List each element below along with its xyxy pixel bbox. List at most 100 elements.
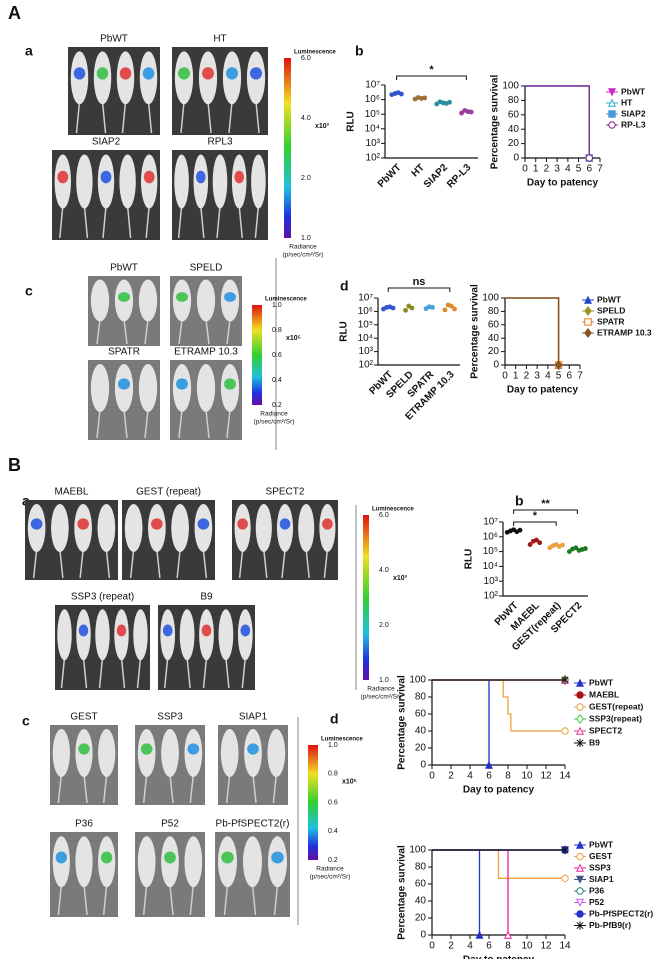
colorbar-tick: 1.0 <box>301 235 311 242</box>
colorbar-tick: 1.0 <box>272 302 282 309</box>
colorbar-tick: 1.0 <box>328 742 338 749</box>
significance-bracket <box>513 521 557 526</box>
colorbar-tick: 0.8 <box>328 771 338 778</box>
mouse <box>298 504 315 552</box>
image-label: P52 <box>161 819 179 830</box>
tail <box>177 205 183 239</box>
y-tick-label: 40 <box>415 726 427 737</box>
x-tick-label: 4 <box>565 164 571 175</box>
mouse <box>75 836 93 888</box>
tail <box>142 884 148 916</box>
tail <box>102 774 108 804</box>
data-point <box>582 546 588 551</box>
x-tick-label: 1 <box>513 371 519 382</box>
tail <box>205 409 210 439</box>
tail <box>202 549 208 579</box>
marker <box>583 295 593 304</box>
mouse <box>98 729 116 777</box>
colorbar-title: Luminescence <box>321 737 363 743</box>
data-point <box>573 545 579 551</box>
signal <box>196 170 206 184</box>
panel-label: b <box>515 493 524 509</box>
colorbar-tick: 6.0 <box>301 55 311 62</box>
tail <box>305 549 310 579</box>
signal <box>142 67 155 80</box>
x-tick-label: 1 <box>533 164 539 175</box>
y-axis-label: Percentage survival <box>397 675 408 770</box>
tail <box>189 884 195 916</box>
legend-label: GEST(repeat) <box>589 701 643 711</box>
x-axis-label: Day to patency <box>463 955 535 959</box>
tail <box>147 101 153 134</box>
y-tick-label: 10² <box>359 360 374 371</box>
data-point <box>560 542 565 548</box>
y-tick-label: 10⁵ <box>358 319 373 330</box>
tail <box>102 884 108 916</box>
signal <box>226 67 238 80</box>
y-axis-label: Percentage survival <box>397 845 408 940</box>
tail <box>178 319 183 345</box>
marker <box>484 760 494 769</box>
x-tick-label: HT <box>410 162 427 179</box>
mouse <box>124 504 143 552</box>
colorbar-tick: 1.0 <box>379 677 389 684</box>
tail <box>273 884 279 916</box>
mouse <box>51 504 69 552</box>
marker <box>576 910 584 918</box>
signal <box>55 851 67 864</box>
signal <box>119 67 132 80</box>
axis <box>384 85 478 159</box>
marker <box>576 738 584 748</box>
tail <box>226 409 231 439</box>
y-axis-label: RLU <box>339 321 350 342</box>
tail <box>144 319 149 345</box>
mouse <box>179 609 195 661</box>
tail <box>238 549 244 579</box>
panel-label: d <box>340 278 349 294</box>
significance-label: ns <box>413 276 426 288</box>
panel-label: c <box>25 283 33 299</box>
tail <box>178 409 183 439</box>
image-label: PbWT <box>110 263 138 274</box>
marker <box>503 930 513 939</box>
signal <box>162 624 173 637</box>
tail <box>121 101 127 134</box>
tail <box>255 101 260 134</box>
signal <box>224 292 236 302</box>
tail <box>281 549 286 579</box>
panel-label: B <box>8 455 21 475</box>
image-label: SSP3 <box>157 712 183 723</box>
tail <box>83 205 89 239</box>
data-point <box>527 542 533 547</box>
significance-bracket <box>387 287 451 292</box>
marker <box>576 703 584 711</box>
mouse <box>137 836 156 888</box>
tail <box>169 774 174 804</box>
signal <box>101 851 113 864</box>
colorbar-unit: Radiance <box>260 411 288 418</box>
tail <box>101 101 107 134</box>
tail <box>102 205 107 239</box>
signal <box>224 378 236 390</box>
tail <box>57 774 63 804</box>
y-tick-label: 20 <box>508 138 520 149</box>
mouse <box>138 364 158 412</box>
y-tick-label: 100 <box>482 293 499 304</box>
mouse <box>243 836 262 888</box>
marker <box>576 713 584 725</box>
survival-line <box>432 679 490 765</box>
colorbar-tick: 4.0 <box>301 115 311 122</box>
image-label: MAEBL <box>55 487 89 498</box>
x-tick-label: 6 <box>567 371 573 382</box>
y-tick-label: 10³ <box>366 138 381 149</box>
tail <box>96 319 101 345</box>
tail <box>105 549 111 579</box>
y-tick-label: 10³ <box>359 346 374 357</box>
marker <box>561 874 569 883</box>
legend-label: HT <box>621 97 633 107</box>
mouse <box>212 154 228 209</box>
data-point <box>442 307 448 313</box>
survival-line <box>505 297 560 365</box>
image-label: B9 <box>200 592 213 603</box>
marker <box>561 727 569 735</box>
